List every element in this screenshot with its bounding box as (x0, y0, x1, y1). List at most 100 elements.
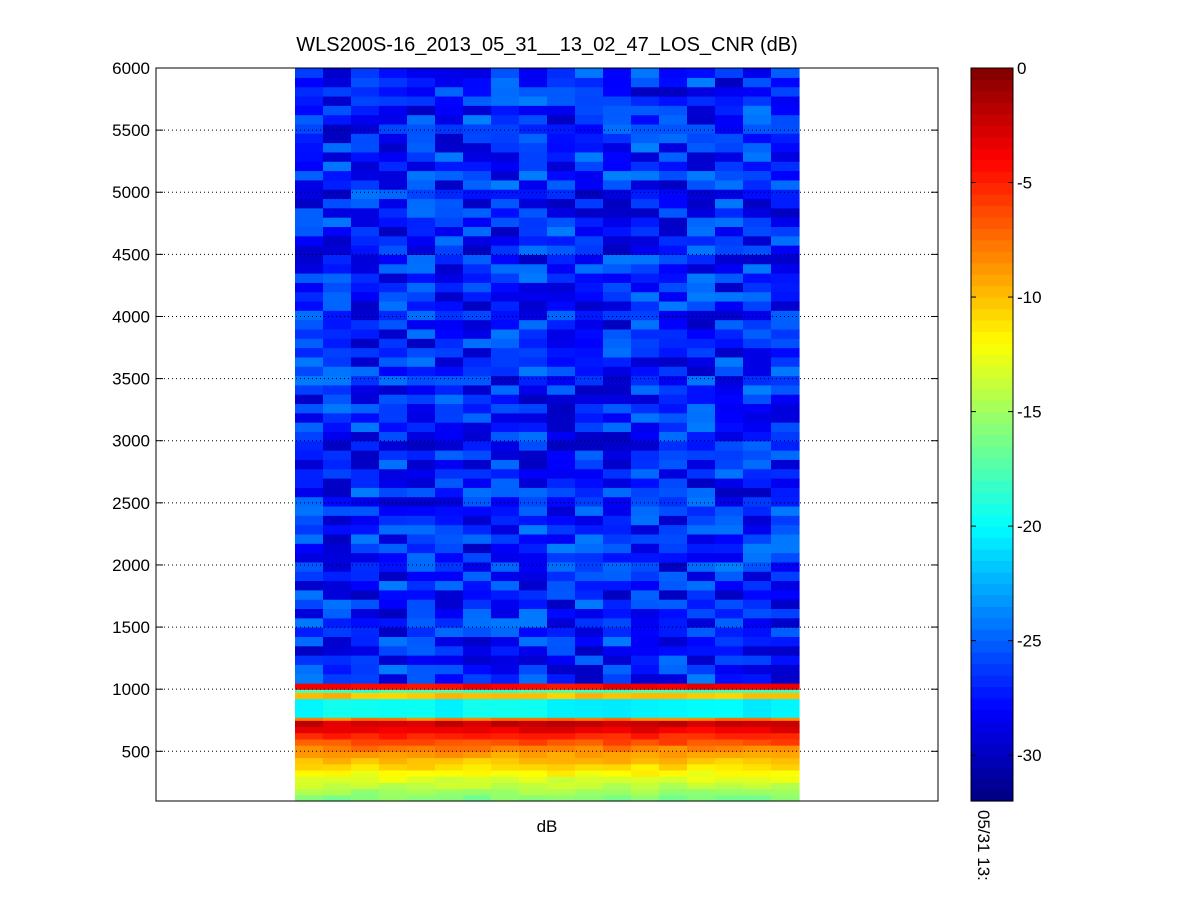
heatmap-cell (407, 505, 436, 516)
heatmap-cell (547, 496, 576, 507)
heatmap-cell (407, 319, 436, 330)
heatmap-cell (407, 751, 436, 759)
heatmap-cell (547, 720, 576, 728)
heatmap-cell (603, 291, 632, 302)
heatmap-cell (435, 86, 464, 97)
heatmap-cell (603, 189, 632, 200)
heatmap-cell (323, 689, 352, 693)
heatmap-cell (659, 788, 688, 796)
heatmap-cell (547, 161, 576, 172)
heatmap-cell (379, 505, 408, 516)
colorbar-band (971, 434, 1013, 447)
heatmap-cell (463, 664, 492, 675)
heatmap-cell (491, 561, 520, 572)
heatmap-cell (603, 505, 632, 516)
heatmap-cell (603, 589, 632, 600)
heatmap-cell (743, 524, 772, 535)
heatmap-cell (631, 170, 660, 181)
heatmap-cell (379, 366, 408, 377)
colorbar-tick-label: -15 (1017, 403, 1042, 422)
heatmap-cell (379, 179, 408, 190)
heatmap-cell (743, 655, 772, 665)
heatmap-cell (323, 105, 352, 116)
heatmap-cell (743, 468, 772, 479)
heatmap-cell (659, 263, 688, 274)
heatmap-cell (491, 543, 520, 554)
heatmap-cell (379, 142, 408, 153)
heatmap-cell (519, 477, 548, 488)
heatmap-cell (295, 580, 324, 591)
heatmap-cell (407, 682, 436, 690)
heatmap-cell (771, 198, 800, 209)
heatmap-cell (715, 751, 744, 759)
heatmap-cell (743, 151, 772, 162)
heatmap-cell (351, 207, 380, 218)
heatmap-cell (687, 617, 716, 628)
heatmap-cell (659, 717, 688, 721)
heatmap-cell (715, 496, 744, 507)
heatmap-cell (743, 487, 772, 498)
heatmap-cell (379, 151, 408, 162)
heatmap-cell (491, 720, 520, 728)
heatmap-cell (351, 77, 380, 88)
heatmap-cell (519, 788, 548, 796)
heatmap-cell (463, 720, 492, 728)
heatmap-cell (659, 133, 688, 144)
heatmap-cell (659, 347, 688, 358)
heatmap-cell (463, 338, 492, 349)
heatmap-cell (435, 254, 464, 265)
colorbar-band (971, 755, 1013, 768)
colorbar-frame (970, 67, 1014, 802)
heatmap-cell (407, 698, 436, 718)
heatmap-cell (603, 524, 632, 535)
heatmap-cell (771, 589, 800, 600)
heatmap-cell (351, 431, 380, 442)
heatmap-cell (295, 450, 324, 460)
heatmap-cell (771, 794, 800, 802)
heatmap-cell (715, 272, 744, 283)
heatmap-cell (687, 459, 716, 470)
heatmap-cell (519, 272, 548, 283)
heatmap-cell (463, 412, 492, 423)
heatmap-cell (379, 763, 408, 771)
heatmap-cell (351, 450, 380, 460)
heatmap-cell (771, 682, 800, 690)
heatmap-cell (519, 757, 548, 765)
colorbar-band (971, 503, 1013, 516)
heatmap-cell (547, 617, 576, 628)
heatmap-cell (407, 328, 436, 339)
heatmap-cell (519, 627, 548, 637)
heatmap-cell (715, 319, 744, 330)
heatmap-cell (743, 552, 772, 563)
heatmap-cell (351, 552, 380, 563)
heatmap-cell (631, 745, 660, 752)
heatmap-cell (295, 763, 324, 771)
heatmap-cell (771, 95, 800, 106)
heatmap-cell (323, 356, 352, 367)
heatmap-cell (659, 673, 688, 684)
colorbar-band (971, 365, 1013, 378)
heatmap-cell (351, 394, 380, 405)
heatmap-cell (323, 263, 352, 274)
heatmap-cell (603, 717, 632, 721)
heatmap-cell (519, 751, 548, 759)
heatmap-cell (295, 300, 324, 311)
heatmap-cell (603, 142, 632, 153)
heatmap-cell (379, 617, 408, 628)
heatmap-cell (323, 571, 352, 582)
heatmap-cell (463, 571, 492, 582)
heatmap-cell (631, 543, 660, 554)
heatmap-cell (463, 319, 492, 330)
heatmap-cell (519, 161, 548, 172)
heatmap-cell (351, 580, 380, 591)
heatmap-cell (351, 375, 380, 386)
heatmap-cell (407, 133, 436, 144)
heatmap-cell (603, 170, 632, 181)
heatmap-cell (771, 769, 800, 777)
colorbar-band (971, 388, 1013, 401)
heatmap-cell (603, 133, 632, 144)
heatmap-cell (491, 86, 520, 97)
heatmap-cell (379, 655, 408, 665)
heatmap-cell (547, 682, 576, 690)
heatmap-cell (463, 617, 492, 628)
